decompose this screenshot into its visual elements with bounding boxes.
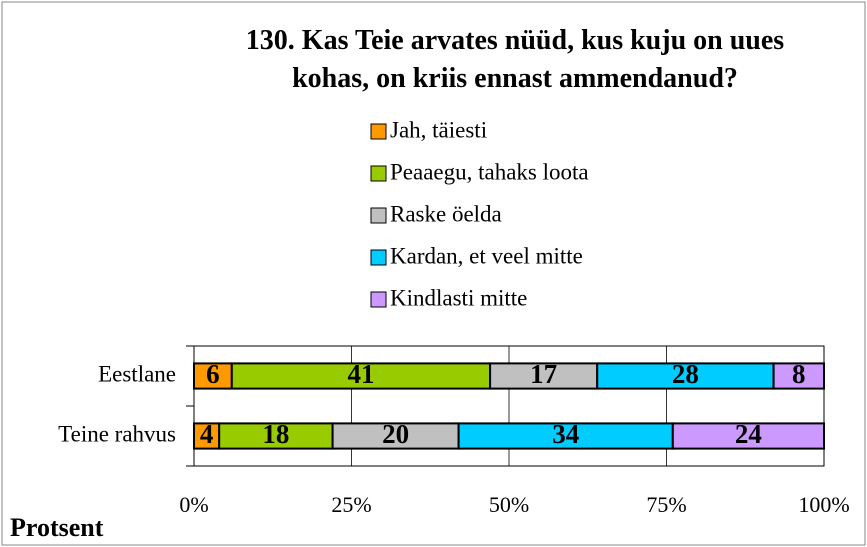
value-label: 34	[552, 419, 579, 449]
legend-swatch	[370, 207, 387, 224]
bar-segment	[331, 422, 460, 450]
legend-label: Raske öelda	[390, 201, 502, 226]
x-tick-label: 50%	[489, 492, 529, 517]
legend-label: Kardan, et veel mitte	[390, 243, 583, 268]
bar-segment	[596, 362, 775, 390]
x-axis-label: Protsent	[10, 513, 104, 542]
chart-title: 130. Kas Teie arvates nüüd, kus kuju on …	[245, 25, 785, 94]
value-label: 18	[262, 419, 289, 449]
value-label: 28	[672, 359, 699, 389]
x-tick-label: 25%	[331, 492, 371, 517]
x-tick-label: 75%	[646, 492, 686, 517]
value-label: 20	[382, 419, 409, 449]
x-tick-label: 0%	[179, 492, 208, 517]
bar-segment	[671, 422, 825, 450]
value-label: 17	[530, 359, 557, 389]
legend-swatch	[370, 165, 387, 182]
legend-label: Peaaegu, tahaks loota	[390, 159, 589, 184]
legend-label: Kindlasti mitte	[390, 285, 527, 310]
x-tick-label: 100%	[798, 492, 849, 517]
legend-swatch	[370, 123, 387, 140]
legend-swatch	[370, 291, 387, 308]
bar-segment	[193, 362, 233, 390]
legend-swatch	[370, 249, 387, 266]
bar-segment	[457, 422, 674, 450]
value-label: 4	[200, 419, 214, 449]
value-label: 8	[792, 359, 806, 389]
legend-label: Jah, täiesti	[390, 117, 487, 142]
bar-segment	[772, 362, 825, 390]
y-tick-label: Eestlane	[98, 361, 176, 386]
value-label: 6	[206, 359, 220, 389]
value-label: 41	[347, 359, 374, 389]
y-tick-label: Teine rahvus	[58, 421, 176, 446]
value-label: 24	[735, 419, 762, 449]
